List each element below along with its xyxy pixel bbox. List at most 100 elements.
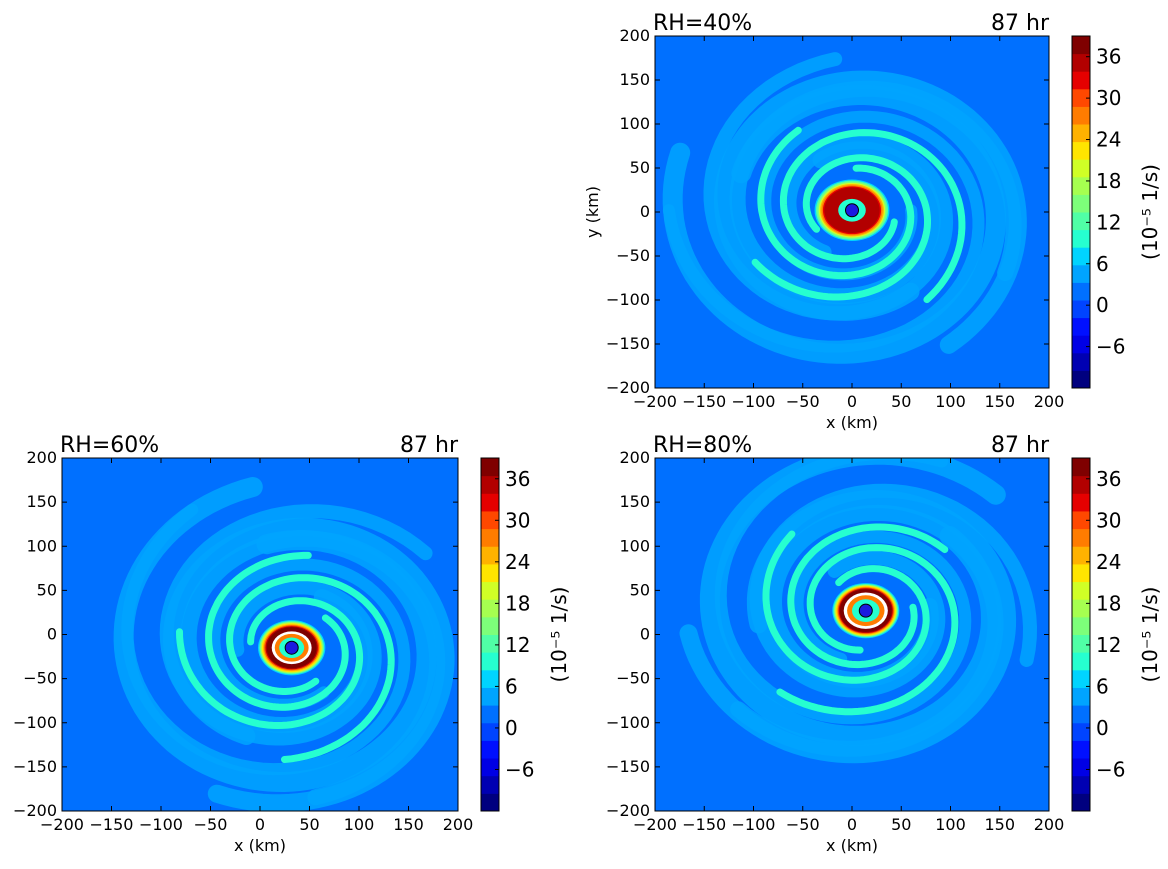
- x-tick-label: −200: [633, 815, 677, 834]
- colorbar-tick-label: 12: [1096, 210, 1121, 234]
- x-tick-label: 100: [344, 815, 375, 834]
- spiral-band: [113, 477, 437, 793]
- y-tick-label: 0: [640, 202, 650, 221]
- colorbar-segment: [1072, 124, 1090, 143]
- x-tick-label: −50: [786, 392, 820, 411]
- spiral-band: [714, 70, 1027, 354]
- colorbar-segment: [1072, 88, 1090, 107]
- colorbar-segment: [1072, 106, 1090, 125]
- colorbar-segment: [1072, 212, 1090, 231]
- colorbar-segment: [481, 793, 499, 812]
- colorbar-segment: [481, 669, 499, 688]
- colorbar-segment: [1072, 71, 1090, 90]
- colorbar-segment: [1072, 758, 1090, 777]
- y-tick-label: 100: [619, 114, 650, 133]
- colorbar-frame: [1071, 457, 1091, 812]
- colorbar-label: (10⁻⁵ 1/s): [1138, 587, 1162, 683]
- colorbar-segment: [481, 634, 499, 653]
- colorbar-segment: [1072, 229, 1090, 248]
- y-tick-label: −150: [13, 757, 57, 776]
- colorbar-tick-label: 18: [1096, 591, 1121, 615]
- colorbar-segment: [1072, 458, 1090, 477]
- colorbar-segment: [481, 458, 499, 477]
- colorbar-segment: [1072, 793, 1090, 812]
- y-tick-label: 50: [630, 158, 650, 177]
- x-tick-label: 100: [935, 815, 966, 834]
- x-tick-label: 200: [443, 815, 474, 834]
- colorbar-tick-label: −6: [505, 757, 534, 781]
- colorbar-segment: [1072, 176, 1090, 195]
- storm-center-marker: [858, 603, 873, 618]
- panel-title-left: RH=40%: [653, 11, 752, 36]
- spiral-band: [749, 483, 1038, 698]
- colorbar-segment: [1072, 317, 1090, 336]
- spiral-band: [162, 517, 455, 811]
- colorbar-tick-label: −6: [1096, 335, 1125, 359]
- y-tick-label: −200: [606, 801, 650, 820]
- colorbar-tick-label: −6: [1096, 757, 1125, 781]
- y-tick-label: 0: [640, 625, 650, 644]
- colorbar-segment: [1072, 775, 1090, 794]
- x-tick-label: 200: [1034, 815, 1065, 834]
- x-tick-label: −50: [194, 815, 228, 834]
- x-axis-label: x (km): [234, 836, 286, 855]
- colorbar-segment: [1072, 370, 1090, 389]
- colorbar-segment: [1072, 740, 1090, 759]
- colorbar-segment: [1072, 563, 1090, 583]
- rainband: [751, 154, 931, 301]
- colorbar-tick-label: 30: [505, 508, 530, 532]
- colorbar-segment: [481, 563, 499, 583]
- vorticity-field: [62, 458, 458, 811]
- y-tick-label: −100: [606, 713, 650, 732]
- rainband: [762, 530, 930, 684]
- colorbar-segment: [1072, 722, 1090, 741]
- x-axis-label: x (km): [826, 836, 878, 855]
- y-tick-label: −200: [13, 801, 57, 820]
- colorbar-segment: [481, 775, 499, 794]
- panel-bottom-right: −200 −150 −100 −50 0 50 100 150 200−200−150−100−…: [606, 433, 1162, 855]
- colorbar-tick-label: 24: [505, 550, 530, 574]
- y-tick-label: −100: [606, 290, 650, 309]
- colorbar-segment: [1072, 581, 1090, 600]
- x-tick-label: −50: [786, 815, 820, 834]
- colorbar-segment: [481, 475, 499, 494]
- colorbar-label: (10⁻⁵ 1/s): [1138, 164, 1162, 260]
- x-tick-label: 150: [984, 392, 1015, 411]
- rainband: [757, 126, 915, 280]
- colorbar-segment: [481, 758, 499, 777]
- spiral-band: [662, 85, 1006, 364]
- colorbar-segment: [1072, 687, 1090, 706]
- colorbar-segment: [1072, 634, 1090, 653]
- x-tick-label: 150: [393, 815, 424, 834]
- x-tick-label: −150: [682, 815, 726, 834]
- spiral-band: [699, 458, 1006, 746]
- y-tick-label: 100: [619, 536, 650, 555]
- y-tick-label: 100: [26, 536, 57, 555]
- rainband: [779, 129, 966, 304]
- x-tick-label: −200: [633, 392, 677, 411]
- colorbar-segment: [1072, 247, 1090, 266]
- colorbar-segment: [1072, 652, 1090, 671]
- storm-center-marker: [284, 640, 299, 655]
- x-tick-label: −100: [732, 815, 776, 834]
- colorbar-tick-label: 30: [1096, 86, 1121, 110]
- y-tick-label: −150: [606, 757, 650, 776]
- x-tick-label: 50: [299, 815, 319, 834]
- colorbar-segment: [481, 705, 499, 724]
- y-tick-label: 50: [37, 580, 57, 599]
- panel-title-right: 87 hr: [991, 433, 1050, 458]
- y-tick-label: −50: [616, 669, 650, 688]
- x-tick-label: 0: [847, 815, 857, 834]
- y-tick-label: 150: [26, 492, 57, 511]
- colorbar-segment: [1072, 599, 1090, 618]
- y-tick-label: 0: [47, 625, 57, 644]
- rainband: [787, 523, 949, 669]
- y-tick-label: 200: [619, 448, 650, 467]
- colorbar-segment: [1072, 493, 1090, 512]
- colorbar-segment: [1072, 141, 1090, 160]
- storm-center-marker: [845, 203, 859, 218]
- colorbar-segment: [1072, 510, 1090, 530]
- colorbar-tick-label: 6: [1096, 674, 1109, 698]
- colorbar-segment: [481, 652, 499, 671]
- colorbar-tick-label: 0: [505, 716, 518, 740]
